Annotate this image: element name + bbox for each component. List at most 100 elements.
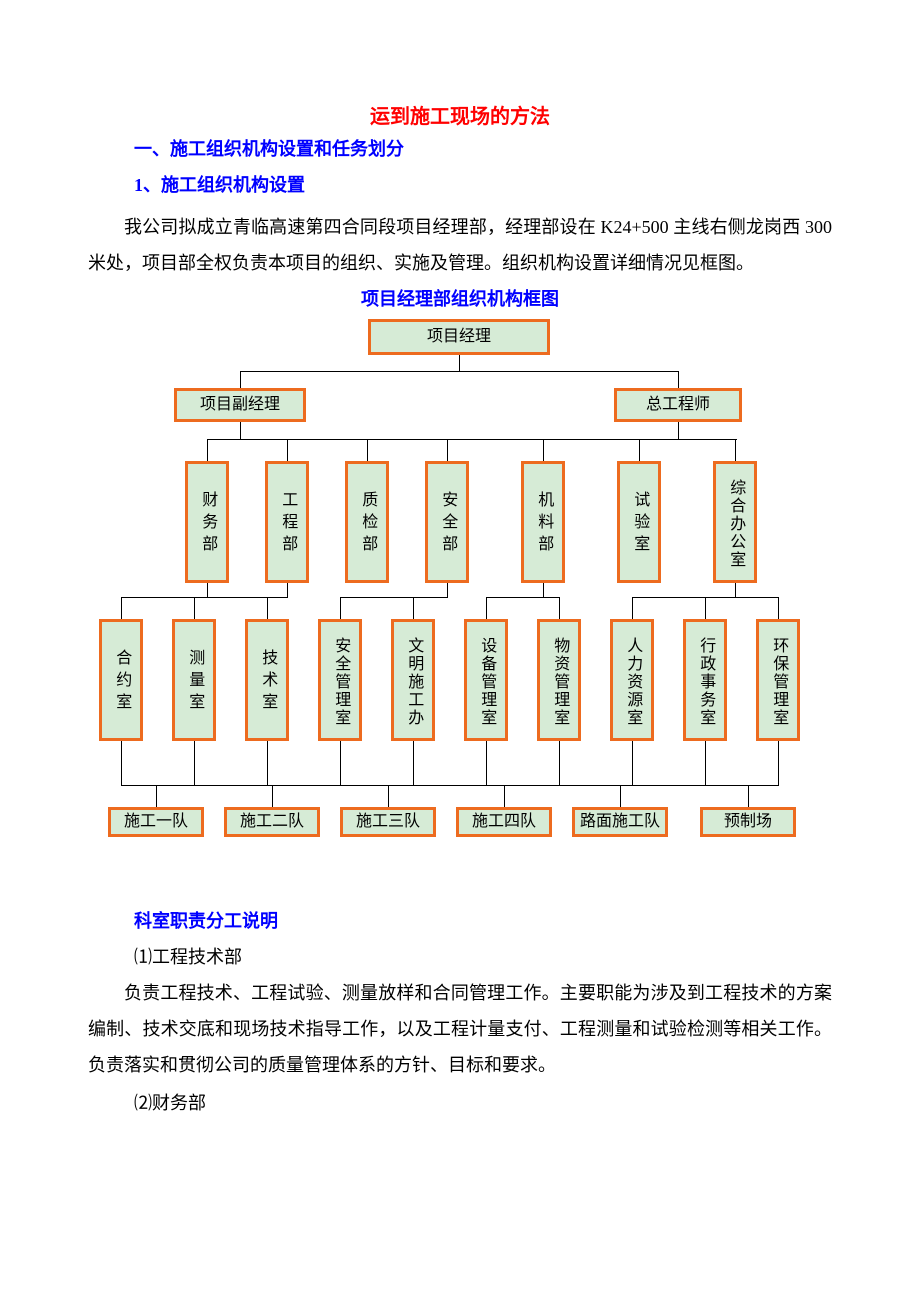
- node-room-env: 环保管理室: [756, 619, 800, 741]
- room-label: 物资管理室: [548, 637, 570, 727]
- dept-label: 质检部: [356, 491, 378, 557]
- node-room-safety-mgmt: 安全管理室: [318, 619, 362, 741]
- node-root: 项目经理: [368, 319, 550, 355]
- connector: [486, 741, 487, 785]
- connector: [413, 741, 414, 785]
- connector: [632, 597, 633, 619]
- heading-section-1: 一、施工组织机构设置和任务划分: [134, 135, 832, 161]
- team-label: 路面施工队: [580, 811, 660, 833]
- node-dept-office: 综合办公室: [713, 461, 757, 583]
- connector: [340, 741, 341, 785]
- team-label: 施工四队: [472, 811, 536, 833]
- connector: [207, 439, 208, 461]
- item-2-heading: ⑵财务部: [134, 1089, 832, 1115]
- node-dept-engineering: 工程部: [265, 461, 309, 583]
- chief-engineer-label: 总工程师: [646, 394, 710, 416]
- deputy-label: 项目副经理: [200, 394, 280, 416]
- room-label: 人力资源室: [621, 637, 643, 727]
- connector: [639, 439, 640, 461]
- dept-label: 安全部: [436, 491, 458, 557]
- node-room-equipment: 设备管理室: [464, 619, 508, 741]
- dept-label: 工程部: [276, 491, 298, 557]
- node-team-1: 施工一队: [108, 807, 204, 837]
- node-room-hr: 人力资源室: [610, 619, 654, 741]
- connector: [287, 439, 288, 461]
- connector: [388, 785, 389, 807]
- connector: [287, 583, 288, 597]
- connector: [340, 597, 448, 598]
- connector: [543, 583, 544, 597]
- connector: [504, 785, 505, 807]
- team-label: 预制场: [724, 811, 772, 833]
- room-label: 行政事务室: [694, 637, 716, 727]
- node-dept-safety: 安全部: [425, 461, 469, 583]
- connector: [486, 597, 560, 598]
- connector: [735, 583, 736, 597]
- dept-label: 财务部: [196, 491, 218, 557]
- node-room-tech: 技术室: [245, 619, 289, 741]
- connector: [678, 371, 679, 388]
- team-label: 施工二队: [240, 811, 304, 833]
- connector: [778, 741, 779, 785]
- node-room-contract: 合约室: [99, 619, 143, 741]
- connector: [240, 371, 241, 388]
- item-1-heading: ⑴工程技术部: [134, 943, 832, 969]
- connector: [735, 439, 736, 461]
- team-label: 施工三队: [356, 811, 420, 833]
- intro-paragraph: 我公司拟成立青临高速第四合同段项目经理部，经理部设在 K24+500 主线右侧龙…: [88, 209, 832, 281]
- connector: [156, 785, 157, 807]
- connector: [121, 785, 779, 786]
- connector: [121, 597, 122, 619]
- connector: [121, 741, 122, 785]
- dept-label: 综合办公室: [724, 479, 746, 569]
- dept-label: 机料部: [532, 491, 554, 557]
- node-dept-quality: 质检部: [345, 461, 389, 583]
- node-dept-machinery: 机料部: [521, 461, 565, 583]
- room-label: 设备管理室: [475, 637, 497, 727]
- connector: [267, 597, 268, 619]
- heading-subsection-1: 1、施工组织机构设置: [134, 171, 832, 197]
- node-room-civilized: 文明施工办: [391, 619, 435, 741]
- room-label: 技术室: [256, 649, 278, 715]
- node-room-admin: 行政事务室: [683, 619, 727, 741]
- root-label: 项目经理: [427, 326, 491, 348]
- connector: [194, 741, 195, 785]
- connector: [620, 785, 621, 807]
- item-1-body: 负责工程技术、工程试验、测量放样和合同管理工作。主要职能为涉及到工程技术的方案编…: [88, 975, 832, 1083]
- connector: [705, 597, 706, 619]
- connector: [447, 583, 448, 597]
- diagram-title: 项目经理部组织机构框图: [88, 285, 832, 311]
- connector: [194, 597, 195, 619]
- room-label: 安全管理室: [329, 637, 351, 727]
- node-dept-lab: 试验室: [617, 461, 661, 583]
- connector: [240, 371, 678, 372]
- connector: [413, 597, 414, 619]
- room-label: 合约室: [110, 649, 132, 715]
- node-deputy-manager: 项目副经理: [174, 388, 306, 422]
- team-label: 施工一队: [124, 811, 188, 833]
- node-room-survey: 测量室: [172, 619, 216, 741]
- node-chief-engineer: 总工程师: [614, 388, 742, 422]
- node-team-3: 施工三队: [340, 807, 436, 837]
- connector: [486, 597, 487, 619]
- connector: [459, 355, 460, 371]
- connector: [367, 439, 368, 461]
- org-chart: 项目经理 项目副经理 总工程师 财务部 工程部 质检部: [88, 319, 832, 889]
- connector: [340, 597, 341, 619]
- connector: [632, 741, 633, 785]
- connector: [267, 741, 268, 785]
- connector: [778, 597, 779, 619]
- connector: [705, 741, 706, 785]
- subheading-duties: 科室职责分工说明: [134, 907, 832, 933]
- dept-label: 试验室: [628, 491, 650, 557]
- page-title: 运到施工现场的方法: [88, 100, 832, 129]
- node-dept-finance: 财务部: [185, 461, 229, 583]
- connector: [447, 439, 448, 461]
- node-room-material: 物资管理室: [537, 619, 581, 741]
- connector: [543, 439, 544, 461]
- connector: [678, 422, 679, 439]
- node-team-4: 施工四队: [456, 807, 552, 837]
- room-label: 测量室: [183, 649, 205, 715]
- connector: [559, 597, 560, 619]
- connector: [748, 785, 749, 807]
